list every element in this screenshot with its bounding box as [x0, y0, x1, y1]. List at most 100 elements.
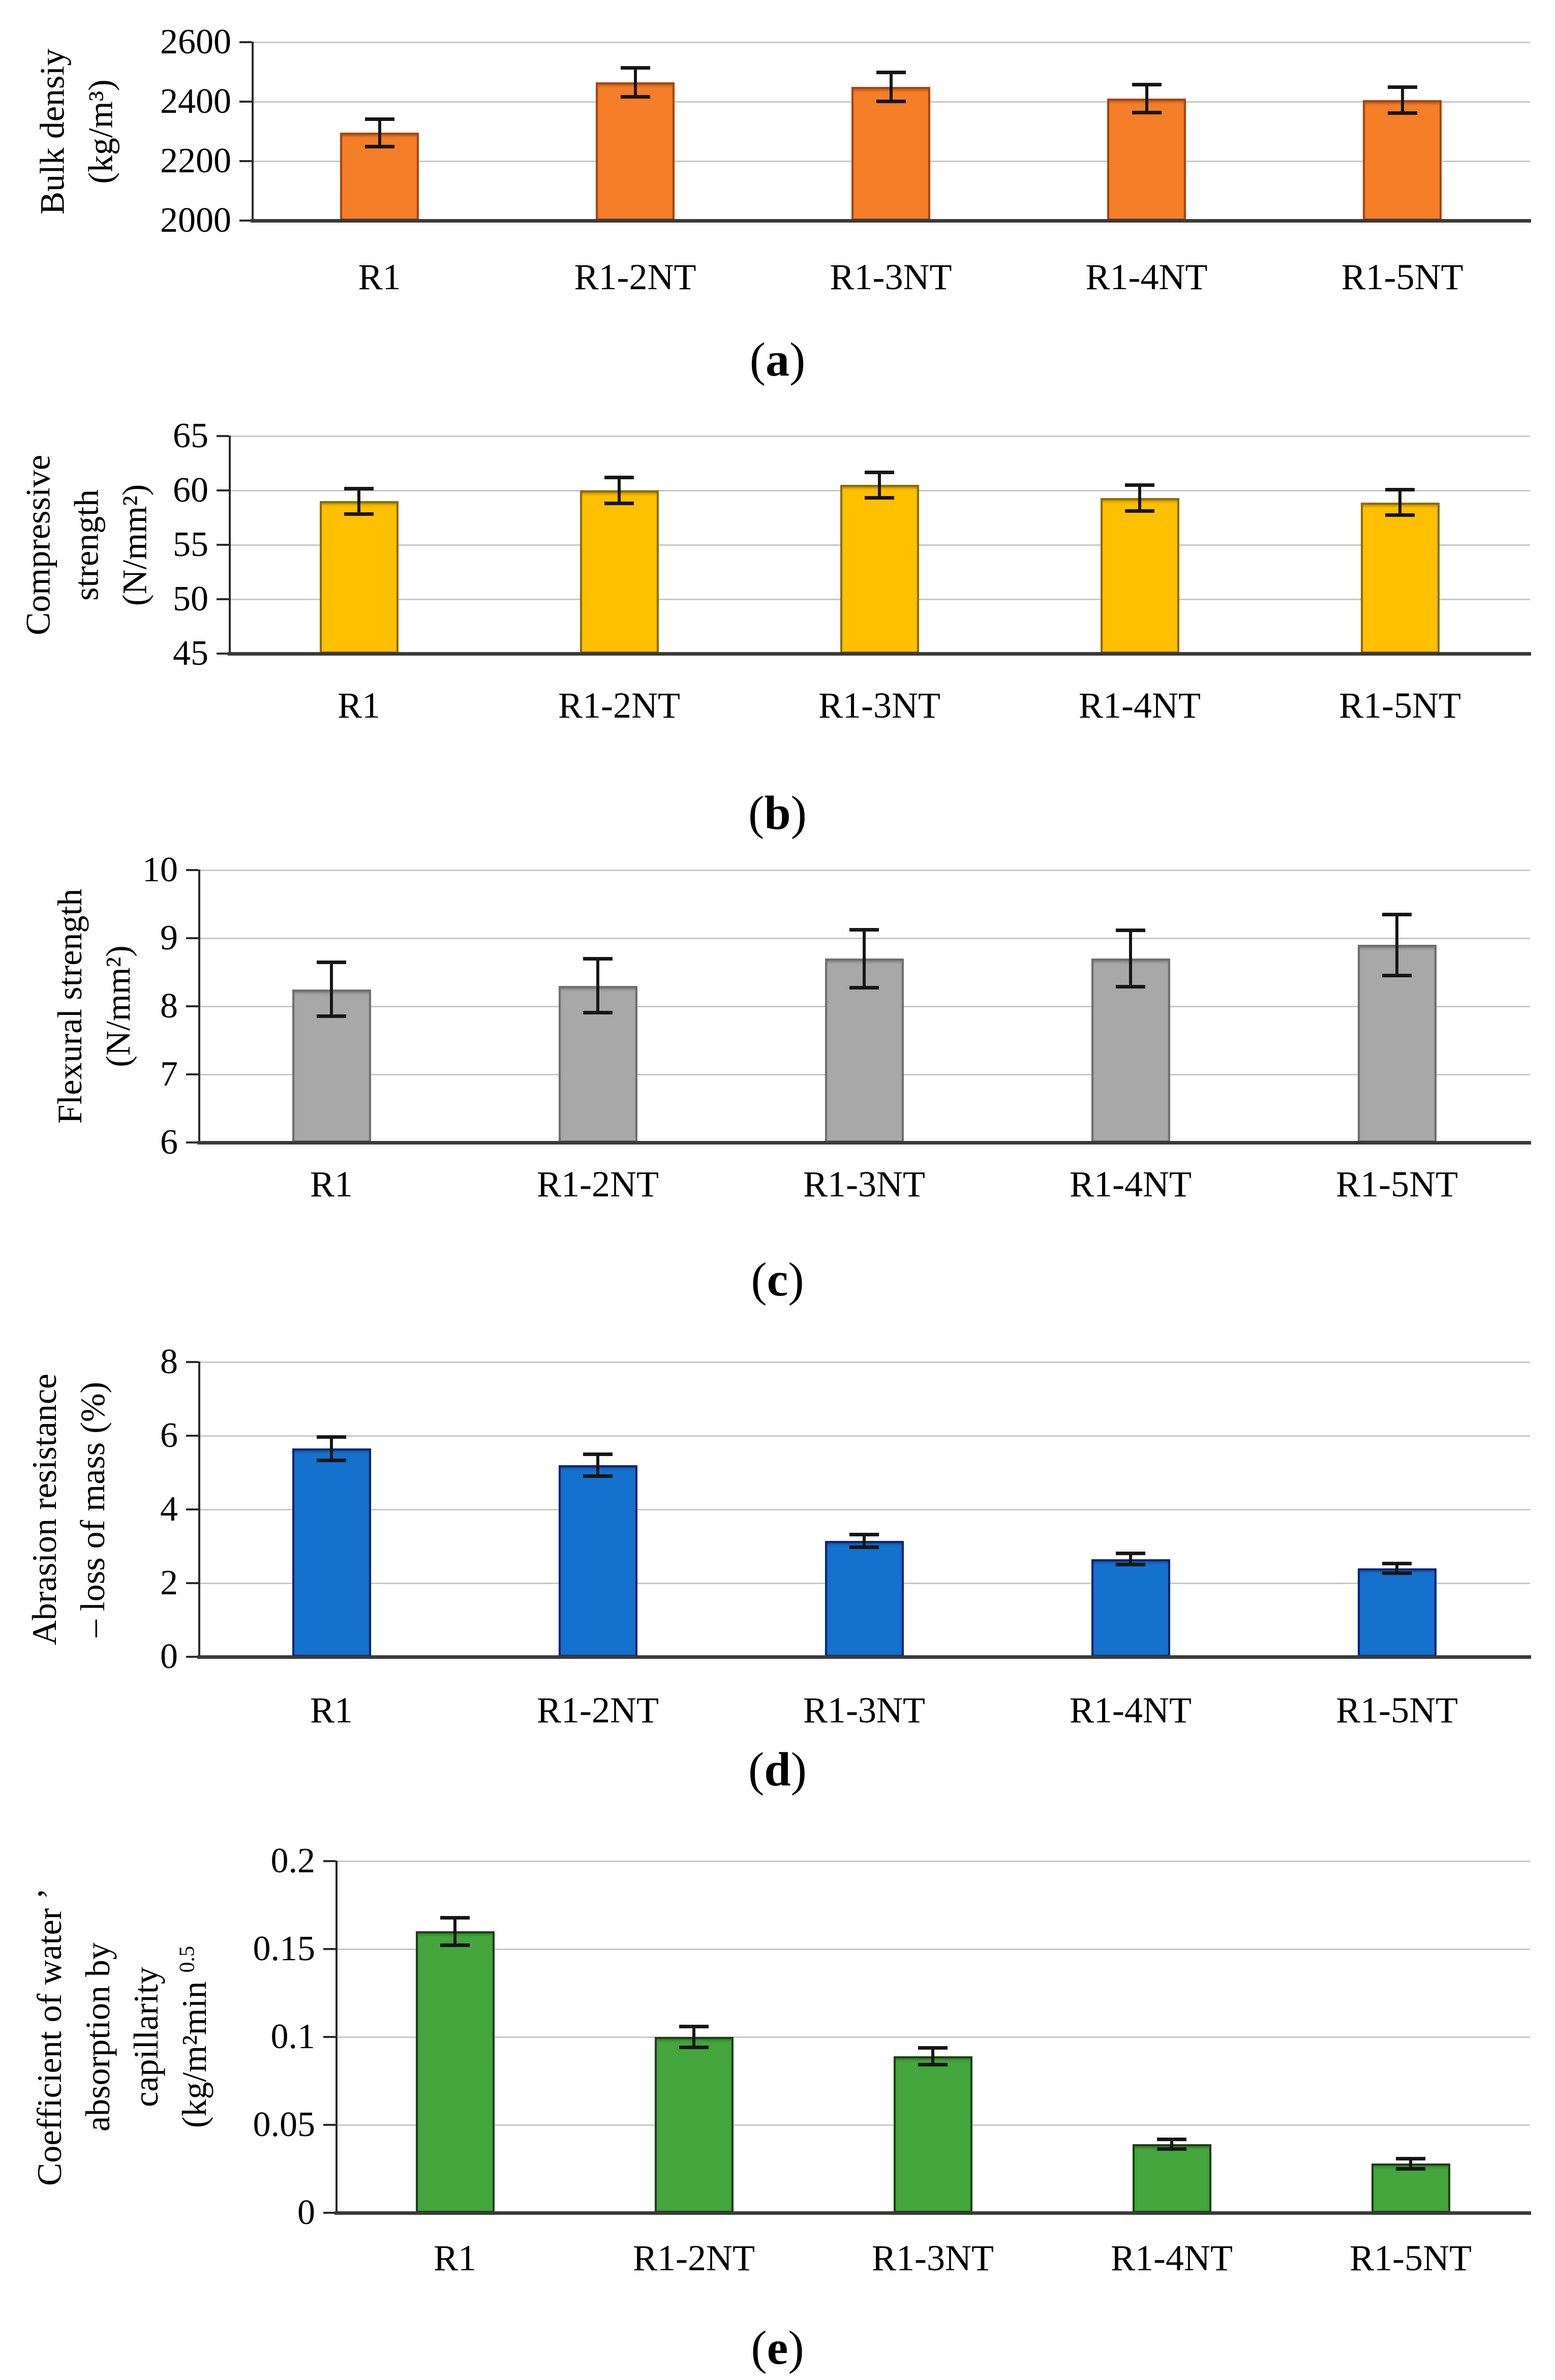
error-bar-line-R1-4NT	[1138, 485, 1141, 511]
y-tick-label: 0.1	[270, 2017, 316, 2056]
error-bar-cap-top-R1-4NT	[1116, 1552, 1145, 1556]
error-bar-line-R1	[357, 488, 360, 515]
y-tick-label: 50	[173, 579, 208, 619]
bar-R1-3NT	[851, 86, 930, 221]
error-bar-cap-top-R1	[440, 1915, 470, 1920]
gridline	[198, 1508, 1530, 1510]
error-bar-line-R1-3NT	[863, 1534, 866, 1548]
y-axis-line	[229, 436, 231, 655]
caption-text: d	[764, 1743, 791, 1796]
bar-R1-5NT	[1357, 945, 1437, 1142]
y-axis-line	[198, 870, 200, 1143]
x-tick-label-R1-4NT: R1-4NT	[1070, 1690, 1192, 1730]
y-axis-line	[336, 1861, 338, 2214]
error-bar-line-R1-2NT	[596, 959, 599, 1013]
bar-R1-4NT	[1100, 498, 1179, 654]
x-axis-line	[197, 1141, 1531, 1145]
x-tick-label-R1-3NT: R1-3NT	[818, 685, 940, 726]
error-bar-cap-bottom-R1-4NT	[1116, 1563, 1145, 1567]
gridline	[198, 1435, 1530, 1437]
bar-R1-3NT	[893, 2056, 972, 2213]
error-bar-cap-bottom-R1-3NT	[849, 1545, 879, 1549]
y-tick-label: 6	[160, 1123, 178, 1162]
error-bar-cap-top-R1	[317, 960, 346, 964]
error-bar-cap-bottom-R1-5NT	[1385, 513, 1415, 517]
y-tick-mark	[186, 1141, 198, 1143]
y-tick-label: 65	[173, 416, 208, 455]
gridline	[198, 1361, 1530, 1363]
error-bar-cap-top-R1-5NT	[1382, 1561, 1412, 1565]
error-bar-line-R1-5NT	[1409, 2158, 1412, 2169]
error-bar-line-R1-2NT	[596, 1454, 599, 1476]
y-tick-label: 8	[160, 1342, 178, 1381]
y-tick-mark	[186, 1073, 198, 1075]
x-axis-line	[251, 219, 1531, 223]
bar-R1-4NT	[1132, 2144, 1211, 2213]
y-tick-mark	[186, 1435, 198, 1437]
error-bar-cap-top-R1-4NT	[1132, 83, 1162, 87]
error-bar-cap-top-R1-5NT	[1396, 2156, 1425, 2160]
error-bar-cap-bottom-R1	[440, 1943, 470, 1948]
error-bar-line-R1	[330, 1437, 333, 1461]
error-bar-line-R1-5NT	[1395, 1563, 1398, 1574]
error-bar-line-R1-4NT	[1145, 84, 1148, 113]
y-tick-label: 8	[160, 986, 178, 1026]
error-bar-cap-bottom-R1-4NT	[1157, 2147, 1186, 2151]
y-tick-label: 2400	[160, 82, 231, 121]
x-tick-label-R1: R1	[358, 257, 401, 297]
error-bar-cap-bottom-R1-3NT	[849, 985, 879, 990]
error-bar-line-R1-3NT	[863, 929, 866, 988]
gridline	[229, 435, 1530, 437]
error-bar-cap-bottom-R1	[364, 144, 394, 148]
x-tick-label-R1-5NT: R1-5NT	[1350, 2238, 1472, 2278]
bar-R1-2NT	[654, 2037, 734, 2213]
error-bar-cap-top-R1-3NT	[918, 2046, 948, 2050]
x-tick-label-R1-3NT: R1-3NT	[803, 1690, 925, 1730]
error-bar-cap-bottom-R1	[344, 512, 374, 516]
x-tick-label-R1-3NT: R1-3NT	[872, 2238, 994, 2278]
gridline	[336, 1860, 1530, 1862]
x-axis-line	[228, 652, 1531, 656]
error-bar-cap-bottom-R1-2NT	[583, 1011, 613, 1015]
x-tick-label-R1-2NT: R1-2NT	[574, 257, 696, 297]
error-bar-cap-bottom-R1	[317, 1458, 346, 1462]
bar-R1-5NT	[1371, 2163, 1450, 2213]
bar-R1-5NT	[1363, 100, 1442, 221]
error-bar-cap-top-R1-5NT	[1385, 487, 1415, 491]
error-bar-cap-bottom-R1-5NT	[1387, 111, 1417, 115]
y-tick-label: 0.15	[253, 1929, 316, 1968]
x-tick-label-R1-2NT: R1-2NT	[558, 685, 680, 726]
x-tick-label-R1-5NT: R1-5NT	[1336, 1164, 1458, 1204]
error-bar-cap-top-R1-2NT	[583, 1452, 613, 1457]
caption-text: c	[767, 1253, 788, 1306]
caption-text: )	[788, 2322, 804, 2374]
caption-text: )	[790, 1743, 807, 1796]
y-tick-label: 2	[160, 1563, 178, 1602]
error-bar-line-R1-5NT	[1400, 86, 1404, 114]
caption-text: (	[751, 1253, 767, 1306]
y-tick-label: 0.2	[270, 1841, 316, 1880]
y-tick-mark	[186, 1508, 198, 1510]
y-axis-title-line: absorption by	[78, 1942, 117, 2132]
error-bar-line-R1-3NT	[878, 472, 881, 498]
caption-text: (	[748, 787, 765, 840]
error-bar-cap-top-R1	[317, 1435, 346, 1439]
caption-text: (	[749, 333, 766, 386]
x-tick-label-R1-4NT: R1-4NT	[1085, 257, 1208, 297]
error-bar-cap-top-R1	[344, 486, 374, 490]
bar-R1-4NT	[1091, 1559, 1170, 1657]
error-bar-cap-top-R1-5NT	[1387, 85, 1417, 89]
error-bar-line-R1-5NT	[1395, 914, 1398, 976]
gridline	[252, 41, 1530, 43]
y-tick-label: 0	[297, 2193, 315, 2232]
error-bar-cap-bottom-R1-3NT	[876, 100, 906, 103]
error-bar-cap-top-R1-4NT	[1116, 928, 1145, 932]
y-tick-label: 55	[173, 525, 208, 564]
caption-text: (	[748, 1743, 765, 1796]
bar-R1-3NT	[825, 1540, 904, 1657]
bar-R1	[415, 1931, 495, 2213]
y-tick-mark	[186, 1582, 198, 1584]
x-tick-label-R1-4NT: R1-4NT	[1079, 685, 1201, 726]
caption-text: a	[766, 333, 789, 386]
